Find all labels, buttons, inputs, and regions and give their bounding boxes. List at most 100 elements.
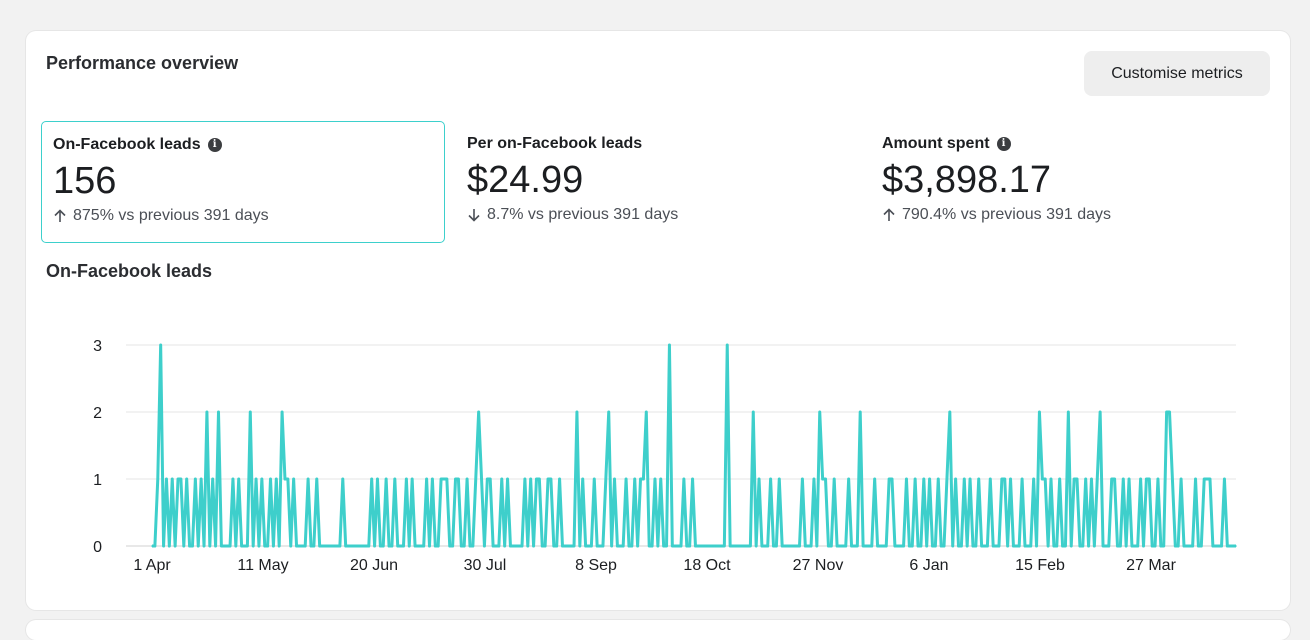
metric-card-amount-spent[interactable]: Amount spent i $3,898.17 790.4% vs previ…: [871, 121, 1275, 243]
data-point: [318, 545, 321, 547]
data-point: [980, 545, 983, 547]
data-point: [425, 478, 428, 480]
data-point: [1055, 545, 1058, 547]
data-point: [353, 545, 356, 547]
data-point: [700, 545, 703, 547]
data-point: [599, 545, 601, 547]
data-point: [717, 545, 720, 547]
data-point: [662, 545, 665, 547]
data-point: [691, 478, 694, 480]
data-point: [813, 478, 815, 480]
metric-card-leads[interactable]: On-Facebook leads i 156 875% vs previous…: [41, 121, 445, 243]
data-point: [518, 545, 520, 547]
data-point: [463, 545, 465, 547]
data-point: [396, 545, 399, 547]
data-point: [261, 478, 263, 480]
data-point: [998, 545, 1000, 547]
data-point: [671, 545, 674, 547]
data-point: [515, 545, 518, 547]
data-point: [683, 478, 685, 480]
data-point: [986, 545, 989, 547]
data-point: [1165, 411, 1168, 413]
data-point: [746, 545, 749, 547]
data-point: [177, 478, 179, 480]
data-point: [174, 545, 176, 547]
data-point: [344, 545, 347, 547]
data-point: [778, 478, 781, 480]
data-point: [726, 344, 729, 346]
data-point: [1188, 545, 1191, 547]
data-point: [972, 545, 974, 547]
data-point: [1151, 545, 1153, 547]
data-point: [758, 478, 760, 480]
data-point: [804, 545, 807, 547]
x-tick-label: 27 Nov: [793, 557, 844, 574]
data-point: [159, 344, 162, 346]
data-point: [1012, 545, 1015, 547]
metric-card-cost-per-lead[interactable]: Per on-Facebook leads $24.99 8.7% vs pre…: [456, 121, 860, 243]
info-icon[interactable]: i: [996, 137, 1011, 151]
data-point: [966, 545, 968, 547]
customise-metrics-button[interactable]: Customise metrics: [1084, 51, 1270, 96]
data-point: [486, 478, 489, 480]
data-point: [772, 545, 775, 547]
data-point: [555, 545, 558, 547]
data-point: [1058, 478, 1061, 480]
data-point: [1128, 478, 1130, 480]
data-point: [437, 545, 439, 547]
data-point: [246, 545, 249, 547]
data-point: [1157, 478, 1159, 480]
data-point: [1084, 478, 1087, 480]
metric-label-text: On-Facebook leads: [53, 136, 201, 153]
data-point: [394, 478, 396, 480]
data-point: [975, 545, 977, 547]
data-point: [385, 478, 387, 480]
data-point: [697, 545, 700, 547]
data-point: [1018, 545, 1020, 547]
data-point: [448, 545, 451, 547]
data-point: [237, 478, 240, 480]
info-icon[interactable]: i: [207, 138, 222, 152]
data-point: [388, 545, 390, 547]
data-point: [269, 478, 272, 480]
data-point: [1050, 478, 1052, 480]
data-point: [313, 545, 315, 547]
data-point: [1009, 478, 1012, 480]
data-point: [420, 545, 422, 547]
data-point: [824, 478, 827, 480]
data-point: [373, 545, 376, 547]
data-point: [787, 545, 789, 547]
data-point: [680, 545, 682, 547]
data-point: [1061, 545, 1064, 547]
data-point: [197, 545, 200, 547]
data-point: [645, 411, 648, 413]
data-point: [657, 545, 659, 547]
data-point: [766, 545, 769, 547]
data-point: [735, 545, 737, 547]
data-point: [836, 545, 838, 547]
data-point: [1223, 478, 1226, 480]
page-title: Performance overview: [46, 53, 239, 73]
data-point: [856, 545, 859, 547]
data-point: [960, 545, 963, 547]
data-point: [709, 545, 711, 547]
data-point: [1113, 478, 1116, 480]
data-point: [544, 545, 546, 547]
data-point: [587, 545, 590, 547]
data-point: [1076, 478, 1078, 480]
data-point: [706, 545, 708, 547]
metric-label: Amount spent i: [882, 134, 1264, 154]
data-point: [217, 411, 220, 413]
data-point: [801, 478, 804, 480]
arrow-up-icon: [883, 208, 895, 221]
data-point: [581, 478, 584, 480]
data-point: [1032, 478, 1035, 480]
data-point: [356, 545, 359, 547]
data-point: [781, 545, 783, 547]
data-point: [1183, 545, 1185, 547]
data-point: [550, 478, 552, 480]
data-point: [1053, 545, 1055, 547]
data-point: [183, 545, 185, 547]
metric-delta-text: 875% vs previous 391 days: [73, 207, 269, 224]
x-tick-label: 27 Mar: [1126, 557, 1176, 574]
